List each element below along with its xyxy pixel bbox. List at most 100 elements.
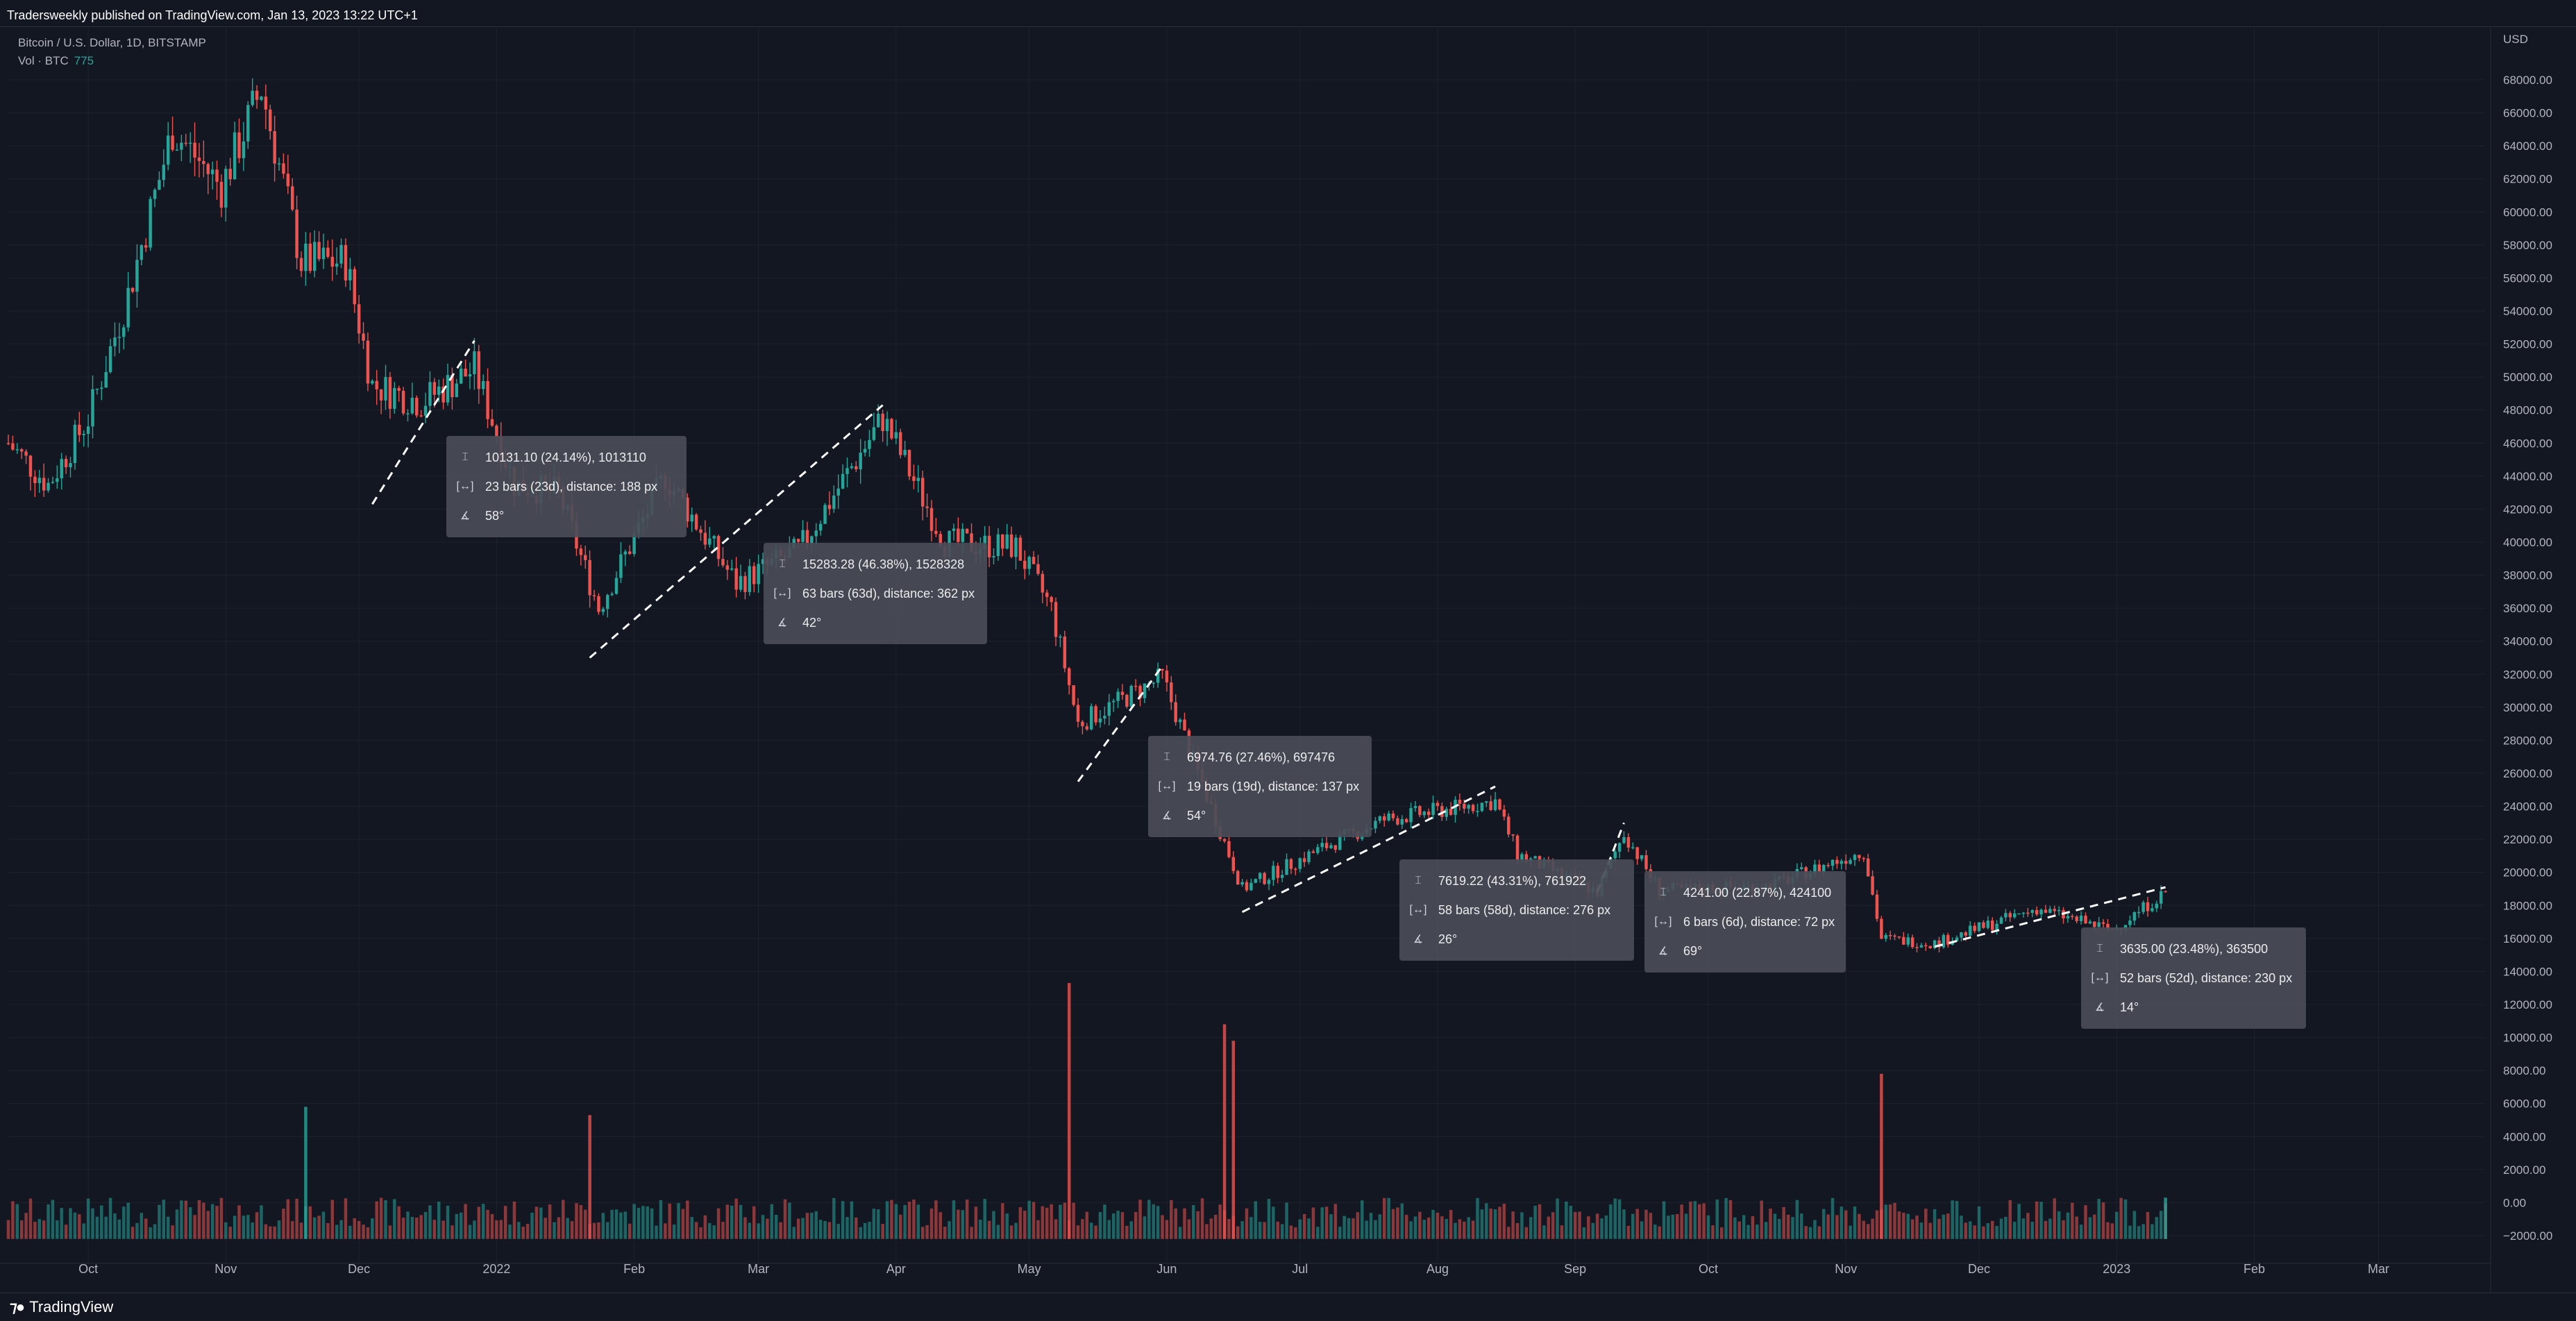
candle-body [907, 450, 911, 477]
candle-body [1320, 843, 1324, 848]
volume-bar [19, 1220, 24, 1239]
candle-body [317, 242, 321, 260]
header-bar: Tradersweekly published on TradingView.c… [0, 0, 2576, 27]
candle-body [1830, 859, 1835, 866]
time-tick-label: 2022 [482, 1262, 510, 1276]
volume-legend[interactable]: Vol · BTC 775 [18, 54, 94, 68]
volume-bar [1800, 1213, 1803, 1239]
candle-body [19, 449, 24, 452]
volume-bar [1515, 1222, 1519, 1239]
candle-body [237, 132, 241, 158]
candle-body [1152, 682, 1155, 684]
candle-body [1027, 557, 1031, 569]
angle-icon: ∡ [2094, 1002, 2105, 1013]
time-tick-label: 2023 [2103, 1262, 2130, 1276]
volume-bar [459, 1212, 463, 1239]
candle-body [996, 534, 1000, 556]
volume-bar [614, 1209, 618, 1239]
candle-body [1476, 811, 1479, 812]
price-range-icon: ⌶ [462, 451, 469, 463]
volume-bar [1161, 1215, 1164, 1239]
volume-bar [1844, 1210, 1848, 1239]
candle-body [1333, 845, 1338, 850]
candle-body [1471, 805, 1475, 811]
angle-icon: ∡ [1161, 810, 1172, 822]
candle-body [481, 380, 485, 389]
candle-body [2053, 909, 2056, 911]
symbol-legend[interactable]: Bitcoin / U.S. Dollar, 1D, BITSTAMP [18, 36, 206, 49]
candle-body [912, 476, 916, 481]
candle-body [970, 533, 973, 552]
volume-bar [1760, 1200, 1763, 1239]
volume-bar [1658, 1226, 1661, 1239]
candle-body [330, 256, 335, 267]
candle-body [2004, 913, 2007, 918]
volume-bar [1649, 1213, 1653, 1239]
candle-body [1001, 534, 1004, 549]
volume-bar [1626, 1225, 1631, 1239]
candle-body [357, 304, 361, 334]
candle-body [2123, 925, 2128, 930]
candle-body [2159, 891, 2163, 904]
candle-body [877, 413, 880, 428]
volume-bar [6, 1220, 10, 1239]
volume-bar [1782, 1206, 1785, 1239]
candle-body [100, 387, 103, 389]
candle-body [1111, 700, 1116, 702]
volume-bar [818, 1220, 823, 1239]
candle-body [1120, 691, 1125, 696]
candle-body [423, 405, 428, 416]
candle-body [428, 382, 432, 406]
volume-bar [2155, 1217, 2159, 1239]
volume-bar [1454, 1222, 1457, 1239]
volume-bar [135, 1222, 139, 1239]
volume-bar [530, 1212, 534, 1239]
volume-bar [1830, 1197, 1835, 1239]
candle-body [686, 497, 689, 522]
volume-bar [117, 1219, 121, 1239]
tradingview-logo[interactable]: ⁊● TradingView [10, 1298, 113, 1316]
candle-body [459, 369, 463, 384]
measure-box-2[interactable]: ⌶ 15283.28 (46.38%), 1528328 [↔] 63 bars (… [764, 543, 987, 644]
candle-body [233, 132, 237, 180]
volume-bar [699, 1227, 702, 1239]
volume-bar [1347, 1218, 1351, 1239]
volume-bar [1045, 1207, 1049, 1239]
angle-icon: ∡ [777, 617, 788, 629]
candle-body [1041, 573, 1045, 593]
measure-box-1[interactable]: ⌶ 10131.10 (24.14%), 1013110 [↔] 23 bars (… [446, 436, 687, 537]
measure-box-5[interactable]: ⌶ 4241.00 (22.87%), 424100 [↔] 6 bars (6d)… [1644, 871, 1846, 973]
volume-bar [1320, 1207, 1324, 1239]
candle-body [246, 105, 250, 142]
candle-body [215, 169, 219, 182]
measure-box-4[interactable]: ⌶ 7619.22 (43.31%), 761922 [↔] 58 bars (58… [1399, 859, 1634, 961]
candle-body [91, 389, 94, 427]
candle-body [1081, 721, 1084, 727]
candle-body [64, 459, 68, 468]
measure-bars-text: 23 bars (23d), distance: 188 px [485, 479, 658, 494]
candle-body [739, 575, 743, 590]
volume-bar [1858, 1213, 1861, 1239]
volume-bar [827, 1222, 832, 1239]
candle-body [1489, 801, 1492, 810]
candle-body [805, 530, 809, 543]
candle-body [273, 131, 276, 164]
volume-bar [2026, 1213, 2030, 1239]
candle-body [1995, 923, 1998, 930]
volume-bar [1604, 1215, 1608, 1239]
candle-body [464, 369, 467, 377]
candle-body [929, 507, 934, 531]
volume-bar [925, 1225, 929, 1239]
volume-bar [237, 1205, 241, 1239]
measure-box-6[interactable]: ⌶ 3635.00 (23.48%), 363500 [↔] 52 bars (52… [2081, 927, 2306, 1029]
volume-bar [210, 1204, 214, 1239]
candle-body [1507, 816, 1510, 835]
candle-body [117, 337, 121, 338]
price-chart[interactable]: 68000.00 66000.00 64000.00 62000.00 60000.00… [0, 0, 2576, 1293]
measure-box-3[interactable]: ⌶ 6974.76 (27.46%), 697476 [↔] 19 bars (19… [1148, 736, 1372, 837]
price-tick-label: 26000.00 [2503, 767, 2552, 780]
volume-bar [974, 1206, 978, 1239]
time-tick-label: Oct [1699, 1262, 1718, 1276]
candle-body [841, 473, 845, 489]
price-tick-label: 62000.00 [2503, 173, 2552, 186]
